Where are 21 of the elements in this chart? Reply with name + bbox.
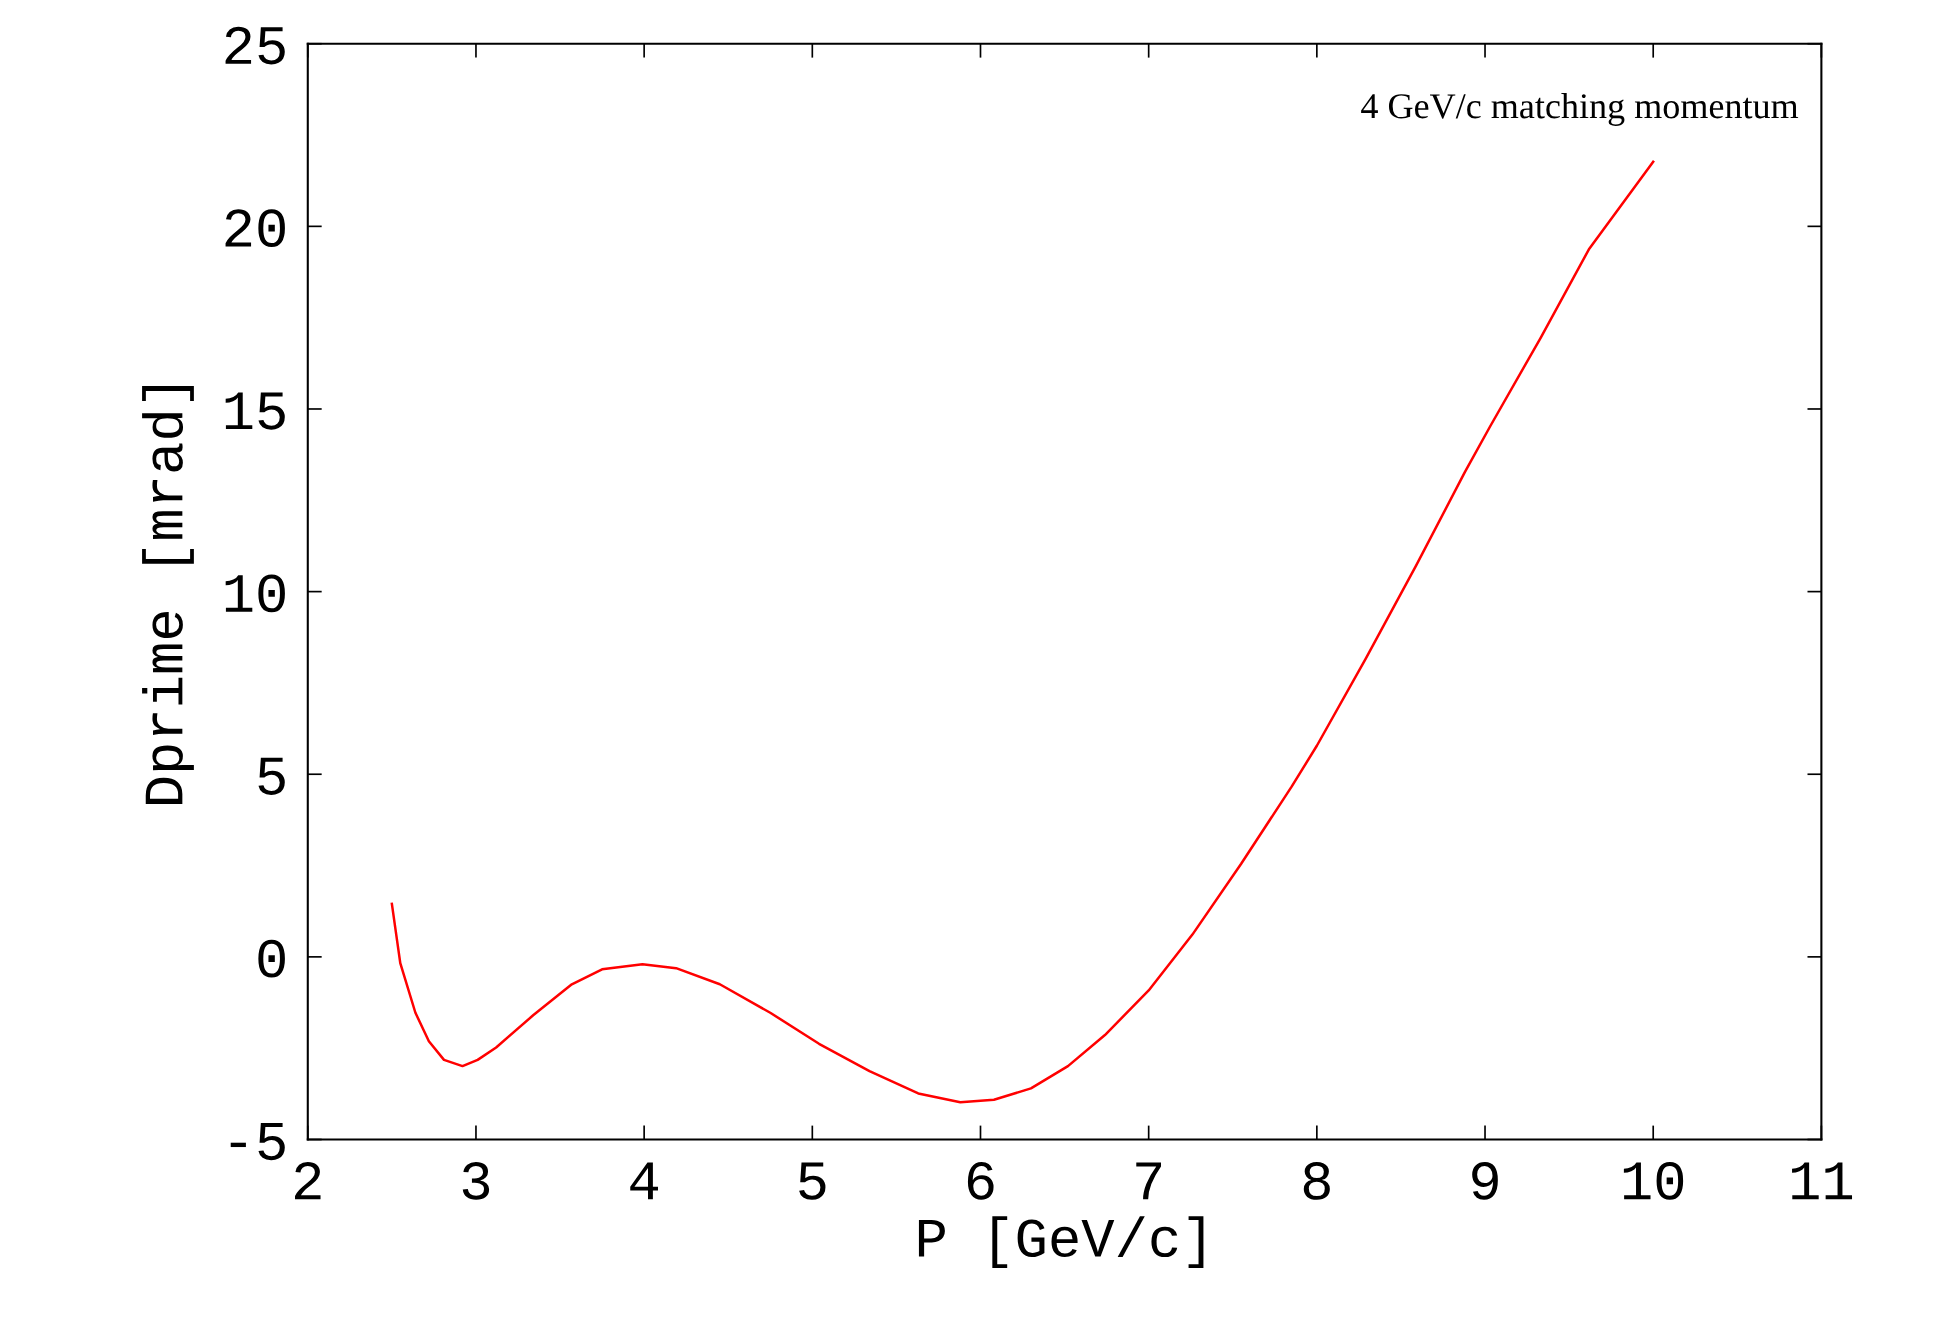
y-tick-label: 0 [258, 939, 285, 978]
annotation: 4 GeV/c matching momentum [1361, 93, 1799, 126]
x-axis-title: P [GeV/c] [918, 1216, 1204, 1269]
x-tick-label: 6 [967, 1162, 994, 1200]
x-tick-label: 7 [1136, 1162, 1161, 1200]
y-tick-label: 5 [258, 757, 285, 795]
x-tick-label: 3 [462, 1162, 490, 1200]
x-tick-label: 4 [630, 1162, 658, 1200]
x-tick-label: 5 [799, 1162, 826, 1200]
line-series [390, 160, 1655, 1104]
x-tick-label: 10 [1623, 1162, 1684, 1200]
x-tick-label: 2 [295, 1162, 321, 1200]
x-tick-label: 11 [1792, 1162, 1853, 1200]
y-tick-label: 25 [225, 26, 285, 65]
y-tick-label: 20 [225, 209, 285, 248]
y-tick-label: 15 [225, 392, 285, 430]
x-tick-label: 8 [1303, 1162, 1330, 1200]
x-tick-label: 9 [1472, 1162, 1498, 1200]
y-tick-label: 10 [225, 574, 285, 613]
y-axis-title: Dprime [mrad] [142, 386, 194, 804]
y-tick-label: -5 [230, 1123, 285, 1161]
